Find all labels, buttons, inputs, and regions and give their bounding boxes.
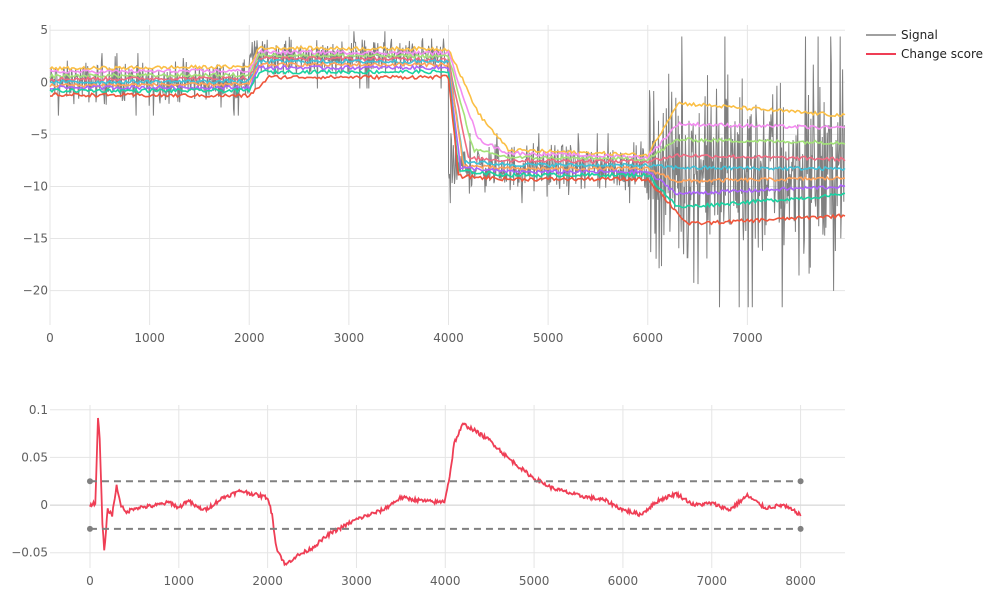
- top-x-tick-label: 6000: [632, 331, 663, 345]
- lower-threshold-end-marker: [797, 525, 804, 532]
- bottom-y-tick-label: −0.05: [11, 546, 48, 560]
- lower-threshold-start-marker: [86, 525, 93, 532]
- bottom-x-tick-label: 1000: [164, 574, 195, 588]
- smoothed-series-line-7: [49, 64, 846, 196]
- top-y-tick-label: −10: [23, 179, 48, 193]
- bottom-x-tick-label: 7000: [696, 574, 727, 588]
- upper-threshold-end-marker: [797, 478, 804, 485]
- top-x-tick-label: 5000: [533, 331, 564, 345]
- top-y-tick-label: −15: [23, 232, 48, 246]
- smoothed-series-line-2: [49, 48, 846, 161]
- legend-label-signal: Signal: [901, 28, 938, 42]
- legend-label-change-score: Change score: [901, 47, 983, 61]
- top-y-tick-label: 5: [40, 23, 48, 37]
- change-score-plot: 0 1000 2000 3000 4000 5000 6000 7000 8000 0.1 0.05…: [11, 403, 845, 588]
- change-score-line: [89, 417, 802, 567]
- bottom-x-tick-label: 0: [86, 574, 94, 588]
- legend-item-signal[interactable]: Signal: [866, 28, 938, 42]
- legend[interactable]: Signal Change score: [866, 28, 983, 61]
- top-y-tick-label: −5: [30, 127, 48, 141]
- bottom-y-tick-label: 0.05: [21, 450, 48, 464]
- smoothed-series-line-1: [49, 45, 846, 159]
- bottom-y-tick-label: 0.1: [29, 403, 48, 417]
- smoothed-series-line-6: [49, 61, 846, 184]
- top-x-tick-label: 4000: [433, 331, 464, 345]
- signal-line: [49, 31, 845, 308]
- bottom-x-tick-label: 4000: [430, 574, 461, 588]
- upper-threshold-start-marker: [86, 478, 93, 485]
- top-x-tick-label: 0: [46, 331, 54, 345]
- bottom-x-tick-label: 8000: [785, 574, 816, 588]
- bottom-x-tick-label: 2000: [252, 574, 283, 588]
- top-x-tick-label: 2000: [234, 331, 265, 345]
- smoothed-series-line-8: [49, 68, 846, 209]
- top-y-tick-label: −20: [23, 284, 48, 298]
- smoothed-series-line-3: [49, 52, 846, 163]
- top-x-tick-label: 1000: [134, 331, 165, 345]
- smoothed-series-line-9: [50, 73, 846, 226]
- top-x-tick-label: 3000: [334, 331, 365, 345]
- top-x-tick-label: 7000: [732, 331, 763, 345]
- bottom-y-tick-label: 0: [40, 498, 48, 512]
- bottom-x-tick-label: 3000: [341, 574, 372, 588]
- signal-plot: 0 1000 2000 3000 4000 5000 6000 7000 5 0 −5 −10 −15 −…: [23, 23, 846, 345]
- smoothed-series-line-5: [49, 58, 846, 172]
- top-y-tick-label: 0: [40, 75, 48, 89]
- legend-item-change-score[interactable]: Change score: [866, 47, 983, 61]
- bottom-x-tick-label: 6000: [608, 574, 639, 588]
- bottom-x-tick-label: 5000: [519, 574, 550, 588]
